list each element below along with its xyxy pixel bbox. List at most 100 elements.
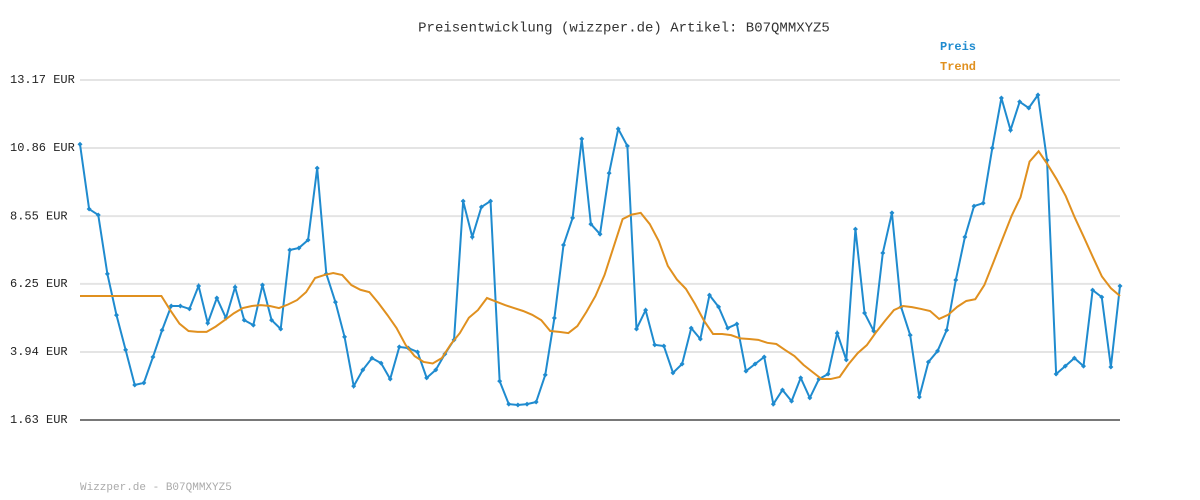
point-marker	[935, 348, 941, 354]
series-line	[80, 149, 1121, 381]
point-marker	[113, 312, 119, 318]
point-marker	[296, 245, 302, 251]
point-marker	[725, 325, 731, 331]
point-marker	[1117, 283, 1123, 289]
point-marker	[269, 317, 275, 323]
point-marker	[1090, 287, 1096, 293]
point-marker	[159, 327, 165, 333]
point-marker	[232, 284, 238, 290]
point-marker	[186, 306, 192, 312]
point-marker	[241, 317, 247, 323]
point-marker	[351, 383, 357, 389]
point-marker	[469, 234, 475, 240]
point-marker	[205, 320, 211, 326]
point-marker	[278, 326, 284, 332]
point-marker	[852, 226, 858, 232]
point-marker	[561, 242, 567, 248]
y-tick-label: 1.63 EUR	[10, 413, 68, 427]
point-marker	[679, 361, 685, 367]
point-marker	[314, 165, 320, 171]
point-marker	[880, 250, 886, 256]
point-marker	[588, 221, 594, 227]
point-marker	[433, 367, 439, 373]
point-marker	[177, 303, 183, 309]
point-marker	[1035, 92, 1041, 98]
point-marker	[478, 204, 484, 210]
point-marker	[633, 326, 639, 332]
point-marker	[1108, 364, 1114, 370]
point-marker	[606, 170, 612, 176]
y-tick-label: 8.55 EUR	[10, 209, 68, 223]
point-marker	[779, 387, 785, 393]
point-marker	[104, 271, 110, 277]
point-marker	[971, 203, 977, 209]
point-marker	[150, 354, 156, 360]
point-marker	[488, 198, 494, 204]
point-marker	[506, 401, 512, 407]
point-marker	[1099, 294, 1105, 300]
point-marker	[141, 380, 147, 386]
point-marker	[570, 215, 576, 221]
y-tick-label: 6.25 EUR	[10, 277, 68, 291]
point-marker	[916, 394, 922, 400]
point-marker	[706, 292, 712, 298]
point-marker	[925, 359, 931, 365]
y-tick-label: 3.94 EUR	[10, 345, 68, 359]
point-marker	[770, 401, 776, 407]
point-marker	[615, 126, 621, 132]
point-marker	[1081, 363, 1087, 369]
point-marker	[743, 368, 749, 374]
point-marker	[524, 401, 530, 407]
point-marker	[369, 355, 375, 361]
point-marker	[834, 330, 840, 336]
point-marker	[953, 277, 959, 283]
point-marker	[378, 360, 384, 366]
point-marker	[542, 372, 548, 378]
point-marker	[460, 198, 466, 204]
point-marker	[752, 361, 758, 367]
point-marker	[342, 334, 348, 340]
y-tick-label: 10.86 EUR	[10, 141, 75, 155]
point-marker	[807, 395, 813, 401]
point-marker	[907, 332, 913, 338]
series-line	[79, 92, 1121, 407]
point-marker	[597, 231, 603, 237]
point-marker	[95, 212, 101, 218]
point-marker	[214, 295, 220, 301]
point-marker	[123, 347, 129, 353]
point-marker	[889, 210, 895, 216]
point-marker	[670, 370, 676, 376]
point-marker	[1008, 127, 1014, 133]
point-marker	[533, 399, 539, 405]
point-marker	[716, 304, 722, 310]
legend-entry: Preis	[940, 40, 976, 54]
point-marker	[734, 321, 740, 327]
point-marker	[259, 282, 265, 288]
point-marker	[579, 136, 585, 142]
point-marker	[998, 95, 1004, 101]
point-marker	[387, 376, 393, 382]
point-marker	[798, 375, 804, 381]
point-marker	[424, 375, 430, 381]
point-marker	[196, 283, 202, 289]
point-marker	[287, 247, 293, 253]
point-marker	[1026, 105, 1032, 111]
point-marker	[624, 143, 630, 149]
point-marker	[305, 237, 311, 243]
point-marker	[551, 315, 557, 321]
y-tick-label: 13.17 EUR	[10, 73, 75, 87]
point-marker	[643, 307, 649, 313]
point-marker	[980, 200, 986, 206]
point-marker	[415, 349, 421, 355]
point-marker	[396, 344, 402, 350]
point-marker	[697, 336, 703, 342]
point-marker	[515, 402, 521, 408]
point-marker	[1053, 371, 1059, 377]
point-marker	[360, 367, 366, 373]
chart-title: Preisentwicklung (wizzper.de) Artikel: B…	[418, 21, 830, 37]
point-marker	[661, 343, 667, 349]
point-marker	[168, 303, 174, 309]
point-marker	[86, 206, 92, 212]
point-marker	[989, 145, 995, 151]
